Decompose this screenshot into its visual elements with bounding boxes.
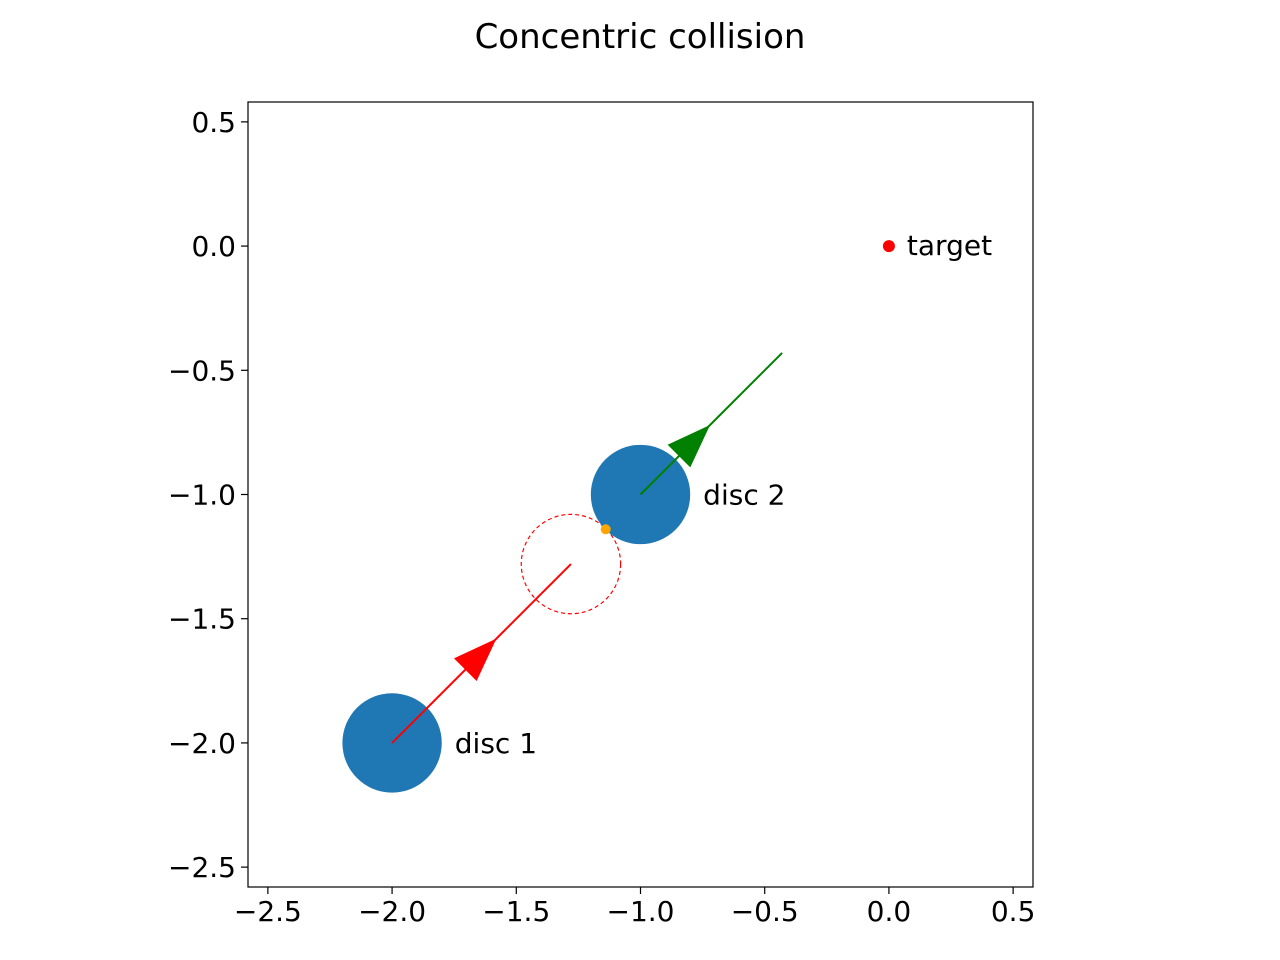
y-tick-label: −2.0 — [168, 727, 236, 760]
x-tick-label: 0.0 — [867, 895, 912, 928]
x-tick-label: 0.5 — [991, 895, 1036, 928]
chart-title: Concentric collision — [475, 17, 806, 57]
x-tick-label: −1.0 — [607, 895, 675, 928]
velocity-arrowhead-1 — [453, 638, 497, 682]
y-axis: 0.5 0.0 −0.5 −1.0 −1.5 −2.0 −2.5 — [168, 106, 248, 884]
target-point — [882, 240, 895, 253]
velocity-arrowhead-2 — [667, 424, 711, 468]
x-axis: −2.5 −2.0 −1.5 −1.0 −0.5 0.0 0.5 — [234, 887, 1036, 928]
disc-label-2: disc 2 — [703, 479, 785, 512]
y-tick-label: −0.5 — [168, 354, 236, 387]
y-tick-label: 0.5 — [191, 106, 236, 139]
velocity-line-2 — [639, 352, 783, 496]
x-tick-label: −2.5 — [234, 895, 302, 928]
plot-area: disc 1 disc 2 target — [342, 229, 992, 793]
y-tick-label: −1.5 — [168, 603, 236, 636]
x-tick-label: −0.5 — [731, 895, 799, 928]
y-tick-label: 0.0 — [191, 230, 236, 263]
axes-frame — [247, 101, 1034, 888]
disc-label-1: disc 1 — [455, 727, 537, 760]
y-tick-label: −2.5 — [168, 851, 236, 884]
target-label: target — [907, 229, 992, 262]
x-tick-label: −2.0 — [358, 895, 426, 928]
collision-circle — [520, 513, 622, 615]
y-tick-label: −1.0 — [168, 479, 236, 512]
contact-point — [600, 524, 611, 535]
x-tick-label: −1.5 — [482, 895, 550, 928]
